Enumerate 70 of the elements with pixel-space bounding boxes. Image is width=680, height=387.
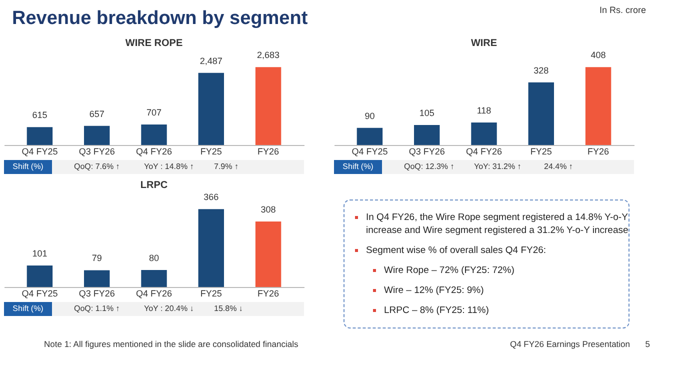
- x-tick-label: FY25: [200, 146, 222, 156]
- text: QoQ: 1.1% ↑: [74, 304, 120, 313]
- bar: [26, 127, 53, 145]
- data-label: 118: [476, 105, 492, 116]
- data-label: 80: [148, 252, 160, 263]
- chart-title: LRPC: [140, 180, 168, 191]
- bar: [356, 128, 383, 145]
- bar: [471, 122, 497, 145]
- data-label: 90: [364, 110, 375, 121]
- bar: [198, 209, 224, 287]
- bar: [84, 270, 110, 287]
- x-tick-label: Q3 FY26: [78, 146, 115, 156]
- bar: [255, 221, 282, 287]
- text: YoY: 31.2% ↑: [474, 162, 522, 171]
- bar: [198, 72, 224, 145]
- x-tick-label: Q4 FY25: [22, 146, 58, 156]
- text: Segment wise % of overall sales Q4 FY26:: [366, 245, 546, 256]
- bar: [585, 67, 612, 145]
- data-label: 308: [260, 204, 276, 214]
- data-label: 657: [89, 108, 104, 119]
- bar: [141, 124, 167, 145]
- x-tick-label: FY26: [588, 146, 610, 156]
- x-tick-label: Q4 FY26: [136, 288, 172, 298]
- x-tick-label: FY25: [530, 146, 552, 156]
- bar: [255, 67, 282, 145]
- data-label: 707: [146, 107, 162, 118]
- text: In Rs. crore: [599, 5, 646, 15]
- text: Revenue breakdown by segment: [12, 8, 308, 29]
- data-label: 408: [590, 50, 606, 60]
- text: 24.4% ↑: [544, 162, 573, 171]
- text: QoQ: 12.3% ↑: [404, 162, 454, 171]
- bar: [26, 266, 53, 287]
- x-tick-label: Q4 FY25: [352, 146, 388, 156]
- bar: [528, 82, 554, 145]
- text: Note 1: All figures mentioned in the slide are consolidated financials: [44, 339, 298, 349]
- text: In Q4 FY26, the Wire Rope segment registered a 14.8% Y-o-Y increase and Wire segment registered a 31.2% Y-o-Y increase: [366, 212, 629, 236]
- text: 15.8% ↓: [214, 304, 243, 313]
- x-tick-label: Q3 FY26: [408, 146, 445, 156]
- x-tick-label: FY26: [258, 146, 280, 156]
- data-label: 101: [32, 248, 48, 259]
- chart-title: WIRE ROPE: [125, 38, 183, 49]
- text: 5: [645, 339, 650, 349]
- text: QoQ: 7.6% ↑: [74, 162, 120, 171]
- chart-title: WIRE: [470, 38, 498, 49]
- data-label: 328: [534, 65, 549, 76]
- x-tick-label: Q4 FY25: [22, 288, 58, 298]
- text: Wire – 12% (FY25: 9%): [384, 285, 484, 296]
- text: Q4 FY26 Earnings Presentation: [510, 339, 630, 349]
- text: YoY : 14.8% ↑: [144, 162, 194, 171]
- data-label: 366: [204, 192, 219, 202]
- x-tick-label: Q3 FY26: [78, 288, 115, 298]
- data-label: 79: [92, 253, 102, 264]
- x-tick-label: Q4 FY26: [136, 146, 172, 156]
- x-tick-label: Q4 FY26: [466, 146, 502, 156]
- text: LRPC – 8% (FY25: 11%): [384, 305, 489, 316]
- text: 7.9% ↑: [214, 162, 238, 171]
- data-label: 2,487: [200, 56, 222, 66]
- data-label: 2,683: [257, 50, 280, 60]
- bar: [84, 126, 110, 145]
- text: YoY : 20.4% ↓: [144, 304, 194, 313]
- text: Shift (%): [342, 162, 374, 171]
- bar: [414, 124, 440, 145]
- bar: [141, 270, 167, 287]
- text: Shift (%): [12, 304, 44, 313]
- data-label: 615: [32, 110, 48, 120]
- data-label: 105: [419, 108, 434, 118]
- text: Wire Rope – 72% (FY25: 72%): [384, 265, 514, 276]
- x-tick-label: FY26: [258, 288, 280, 298]
- x-tick-label: FY25: [200, 288, 222, 298]
- text: Shift (%): [12, 162, 44, 171]
